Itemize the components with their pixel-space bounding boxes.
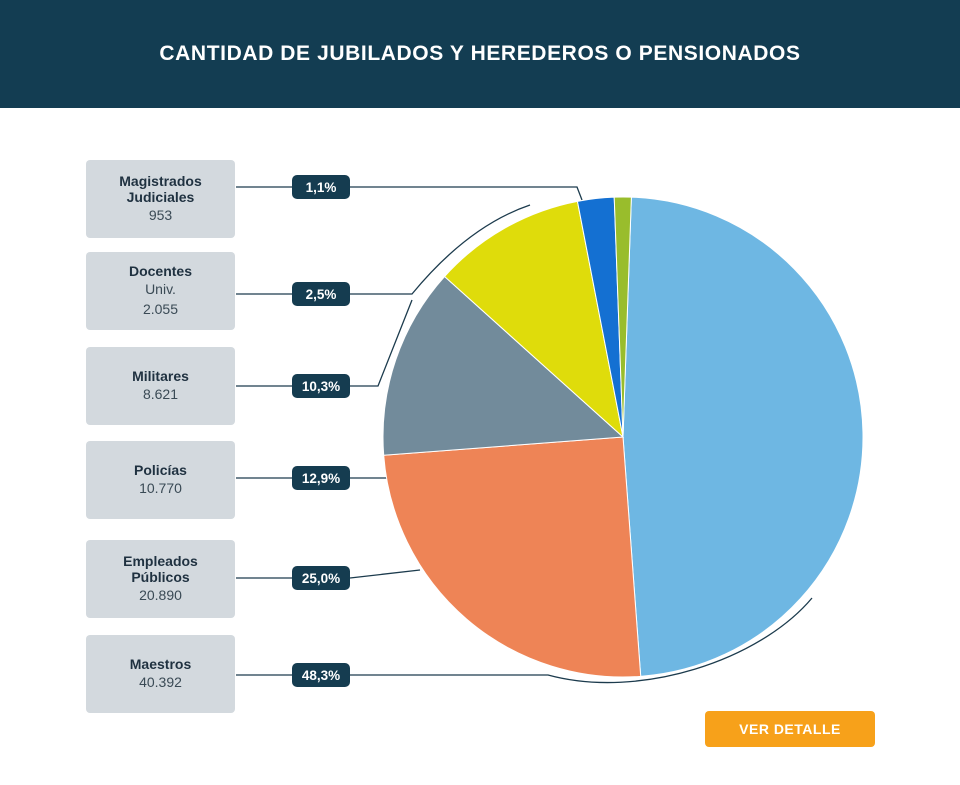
category-name: Policías bbox=[134, 461, 187, 478]
chart-header: CANTIDAD DE JUBILADOS Y HEREDEROS O PENS… bbox=[0, 0, 960, 108]
category-value: 20.890 bbox=[139, 586, 182, 603]
pie-slice-maestros bbox=[622, 196, 864, 677]
category-box-docentes: Docentes Univ. 2.055 bbox=[86, 252, 235, 330]
category-name: Maestros bbox=[129, 655, 192, 672]
category-value: 10.770 bbox=[139, 479, 182, 496]
pie-slice-militares bbox=[443, 200, 624, 439]
percent-label-maestros: 48,3% bbox=[292, 663, 350, 687]
category-box-empleados: Empleados Públicos 20.890 bbox=[86, 540, 235, 618]
leader-line bbox=[350, 204, 531, 295]
percent-label-magistrados: 1,1% bbox=[292, 175, 350, 199]
leader-line bbox=[350, 597, 813, 684]
category-name: Magistrados Judiciales bbox=[119, 172, 202, 205]
category-value: 2.055 bbox=[142, 300, 179, 317]
category-name: Empleados Públicos bbox=[123, 552, 198, 585]
category-box-magistrados: Magistrados Judiciales 953 bbox=[86, 160, 235, 238]
category-value: 8.621 bbox=[142, 385, 179, 402]
percent-label-militares: 10,3% bbox=[292, 374, 350, 398]
pie-slice-empleados-p-blicos bbox=[383, 436, 642, 678]
category-name: Militares bbox=[132, 367, 189, 384]
category-value: 40.392 bbox=[139, 673, 182, 690]
category-box-maestros: Maestros 40.392 bbox=[86, 635, 235, 713]
category-box-militares: Militares 8.621 bbox=[86, 347, 235, 425]
percent-label-empleados: 25,0% bbox=[292, 566, 350, 590]
chart-title: CANTIDAD DE JUBILADOS Y HEREDEROS O PENS… bbox=[159, 42, 801, 65]
leader-line bbox=[349, 569, 421, 579]
category-value: 953 bbox=[148, 206, 173, 223]
category-sublabel: Univ. bbox=[145, 280, 176, 297]
pie-slice-magistrados-judiciales bbox=[613, 196, 632, 438]
leader-line bbox=[350, 186, 583, 201]
percent-label-policias: 12,9% bbox=[292, 466, 350, 490]
category-box-policias: Policías 10.770 bbox=[86, 441, 235, 519]
leader-line bbox=[350, 299, 413, 387]
pie-slice-polic-as bbox=[382, 275, 625, 456]
percent-label-docentes: 2,5% bbox=[292, 282, 350, 306]
ver-detalle-button[interactable]: VER DETALLE bbox=[705, 711, 875, 747]
category-name: Docentes bbox=[128, 262, 193, 279]
